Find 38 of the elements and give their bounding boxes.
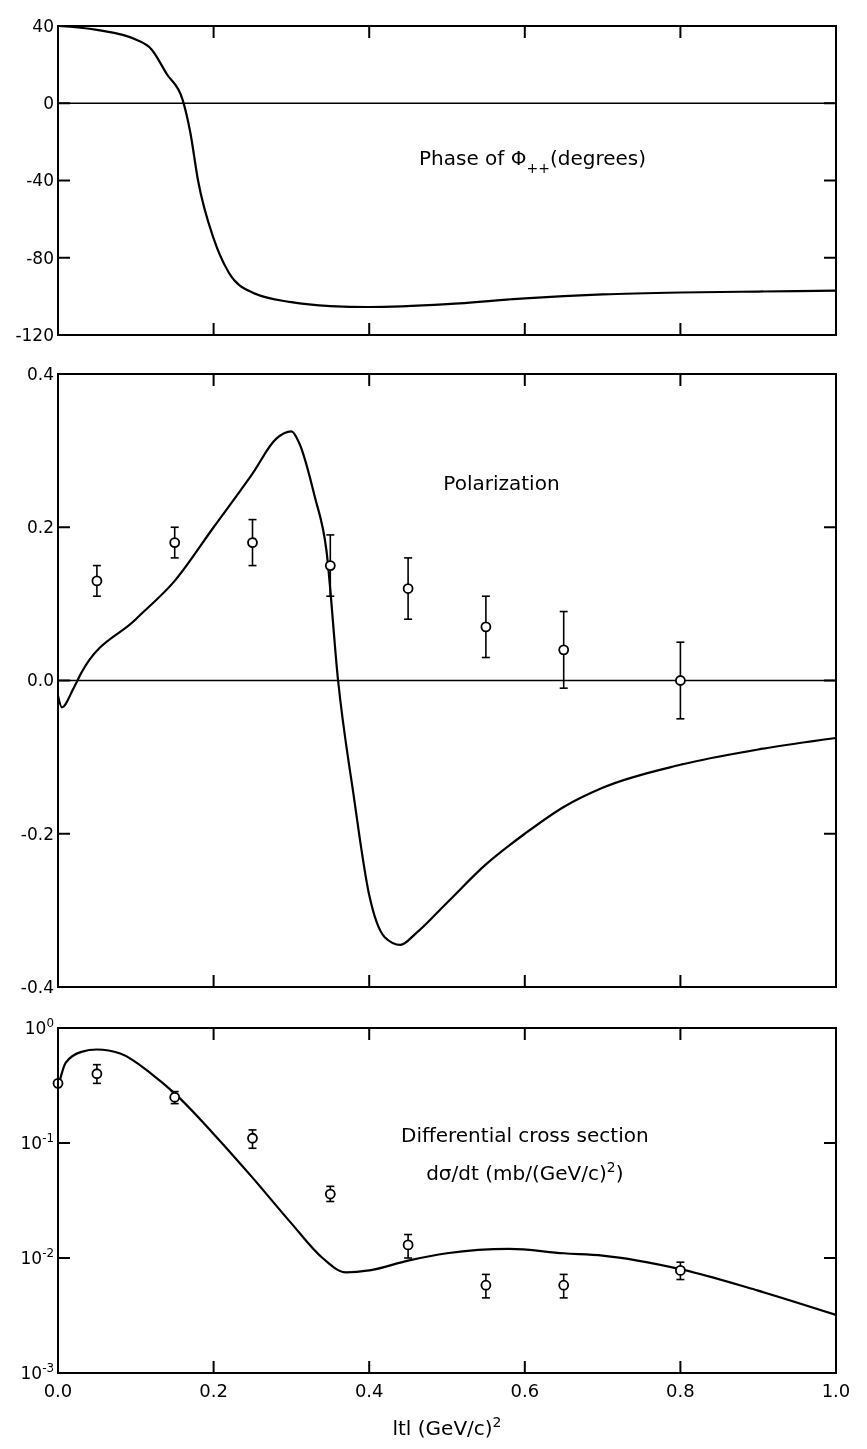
y-tick-label: -0.4	[20, 976, 54, 997]
point	[675, 1265, 686, 1276]
text: dσ/dt (mb/(GeV/c)$^{2}$)	[426, 1158, 624, 1185]
y-tick-label: -0.2	[20, 823, 54, 844]
y-tick-label: -40	[26, 170, 54, 191]
point	[169, 537, 181, 548]
point	[91, 575, 103, 587]
y-tick-label: 10$^{-1}$	[20, 1130, 54, 1153]
point	[402, 583, 414, 594]
y-tick-label: 10$^{-3}$	[20, 1360, 54, 1383]
x-tick-label: 0.8	[666, 1380, 695, 1401]
point	[480, 1279, 492, 1291]
y-tick-label: 0.0	[26, 670, 54, 691]
x-tick-label: 0.6	[510, 1380, 540, 1401]
y-tick-label: 0	[43, 93, 54, 114]
point	[91, 1068, 103, 1080]
point	[247, 537, 258, 548]
point	[324, 560, 336, 571]
y-tick-label: -80	[26, 247, 54, 268]
point	[558, 1279, 570, 1291]
point	[480, 621, 492, 633]
y-tick-label: 0.4	[26, 363, 54, 384]
text: Phase of Φ$_{++}$(degrees)	[419, 146, 647, 177]
point	[558, 644, 570, 656]
y-tick-label: 10$^{0}$	[24, 1015, 54, 1038]
point	[675, 675, 686, 686]
y-tick-label: 10$^{-2}$	[20, 1245, 54, 1268]
x-tick-label: 1.0	[821, 1380, 851, 1401]
y-tick-label: -120	[15, 324, 54, 345]
text: Differential cross section	[400, 1122, 649, 1147]
point	[402, 1239, 414, 1251]
x-axis-title: ltl (GeV/c)$^{2}$	[392, 1414, 502, 1440]
y-tick-label: 40	[32, 15, 54, 36]
text: Polarization	[443, 471, 560, 496]
point	[247, 1132, 258, 1144]
x-tick-label: 0.2	[199, 1380, 228, 1401]
y-tick-label: 0.2	[26, 517, 54, 538]
x-tick-label: 0.4	[354, 1380, 384, 1401]
